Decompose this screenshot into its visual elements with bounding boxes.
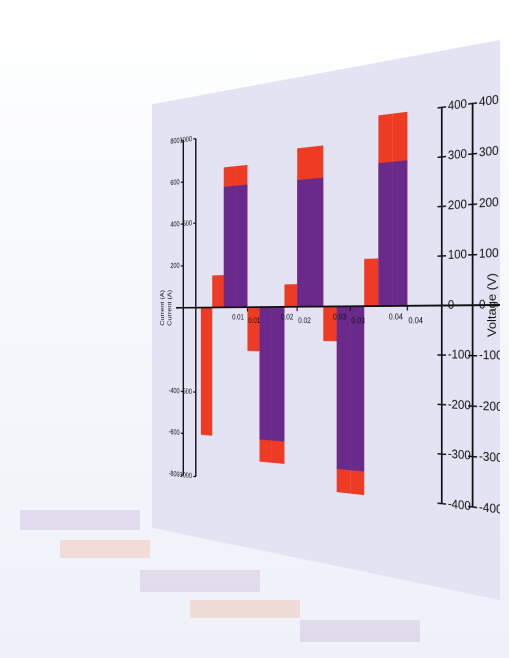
- step-bar: [393, 160, 408, 306]
- step-bar: [297, 179, 310, 307]
- step-bar: [337, 306, 351, 470]
- y3-axis-label: Current (A): [166, 289, 172, 325]
- step-bar: [224, 186, 236, 308]
- y-axis-label: Current (A): [159, 290, 165, 326]
- y2-tick-label: -300: [479, 450, 500, 466]
- y2-tick: [437, 206, 446, 207]
- y2-tick-label: 100: [479, 247, 499, 262]
- y2-tick-label: 400: [448, 97, 467, 113]
- y-tick-label: -1000: [178, 470, 192, 480]
- step-bar: [260, 307, 272, 441]
- y-tick-label: 200: [170, 261, 179, 270]
- x-tick-label: 0.03: [333, 312, 346, 322]
- step-bar: [310, 178, 323, 307]
- step-bar: [284, 284, 297, 307]
- y-tick-label: 800: [170, 136, 179, 146]
- y-tick-label: 400: [170, 220, 179, 229]
- reflection-block: [190, 600, 300, 618]
- y2-tick-label: -200: [479, 399, 500, 414]
- step-bar: [201, 307, 212, 435]
- y2-tick-label: 300: [479, 144, 499, 160]
- y-tick-label: 500: [183, 219, 192, 228]
- step-bar: [236, 185, 248, 308]
- y2-tick-label: -400: [479, 501, 500, 517]
- y-tick-label: -500: [181, 387, 192, 396]
- x-tick-label: 0.02: [298, 316, 311, 325]
- step-bar: [272, 307, 285, 442]
- y2-tick-label: 300: [448, 148, 467, 163]
- chart-panel: Current (A) Current (A) Voltage (V) 0.01…: [152, 40, 500, 600]
- y2-tick: [468, 204, 477, 205]
- step-bar: [212, 275, 224, 307]
- y2-tick: [468, 153, 477, 154]
- chart: Current (A) Current (A) Voltage (V) 0.01…: [152, 40, 500, 600]
- y2-tick-label: -400: [448, 497, 471, 513]
- y2-tick-label: 100: [448, 248, 467, 262]
- y2-tick-label: 200: [448, 198, 467, 213]
- y2-tick-label: -100: [448, 348, 471, 362]
- x-tick-label: 0.01: [232, 313, 244, 322]
- y2-tick: [437, 454, 446, 455]
- reflection-block: [140, 570, 260, 592]
- y-tick-label: -600: [169, 428, 180, 437]
- y2-tick-label: 0: [479, 298, 486, 312]
- x-tick-label: 0.02: [281, 312, 293, 321]
- x-tick-label: 0.04: [408, 315, 423, 325]
- y2-tick-label: 200: [479, 196, 499, 211]
- step-bar: [378, 162, 392, 306]
- page: Current (A) Current (A) Voltage (V) 0.01…: [0, 0, 509, 658]
- y-tick-label: 1000: [180, 134, 192, 144]
- y2-tick: [437, 503, 446, 504]
- y2-tick: [468, 456, 477, 457]
- y2-tick: [437, 156, 446, 157]
- reflection-block: [300, 620, 420, 642]
- y-tick-label: 600: [170, 178, 179, 187]
- reflection-block: [60, 540, 150, 558]
- x-tick-label: 0.03: [351, 316, 365, 326]
- y2-tick-label: 400: [479, 93, 499, 109]
- x-tick-label: 0.04: [389, 312, 404, 322]
- y-tick-label: -400: [169, 386, 180, 395]
- y2-tick-label: -300: [448, 448, 471, 463]
- y2-tick-label: 0: [448, 299, 454, 313]
- y2-tick-label: -100: [479, 349, 500, 363]
- step-bar: [364, 258, 378, 306]
- reflection-block: [20, 510, 140, 530]
- step-bar: [247, 307, 259, 351]
- y2-tick: [468, 507, 477, 508]
- y2-tick-label: -200: [448, 398, 471, 413]
- x-tick-label: 0.01: [248, 316, 260, 325]
- step-bar: [350, 306, 364, 471]
